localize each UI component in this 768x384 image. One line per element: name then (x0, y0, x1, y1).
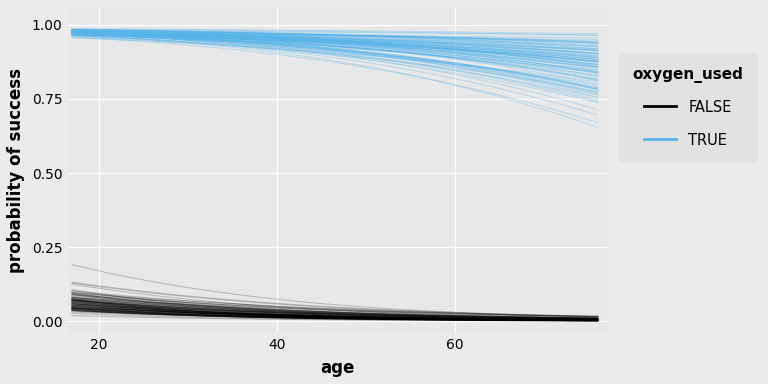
X-axis label: age: age (320, 359, 354, 377)
Legend: FALSE, TRUE: FALSE, TRUE (620, 53, 756, 161)
Y-axis label: probability of success: probability of success (7, 68, 25, 273)
